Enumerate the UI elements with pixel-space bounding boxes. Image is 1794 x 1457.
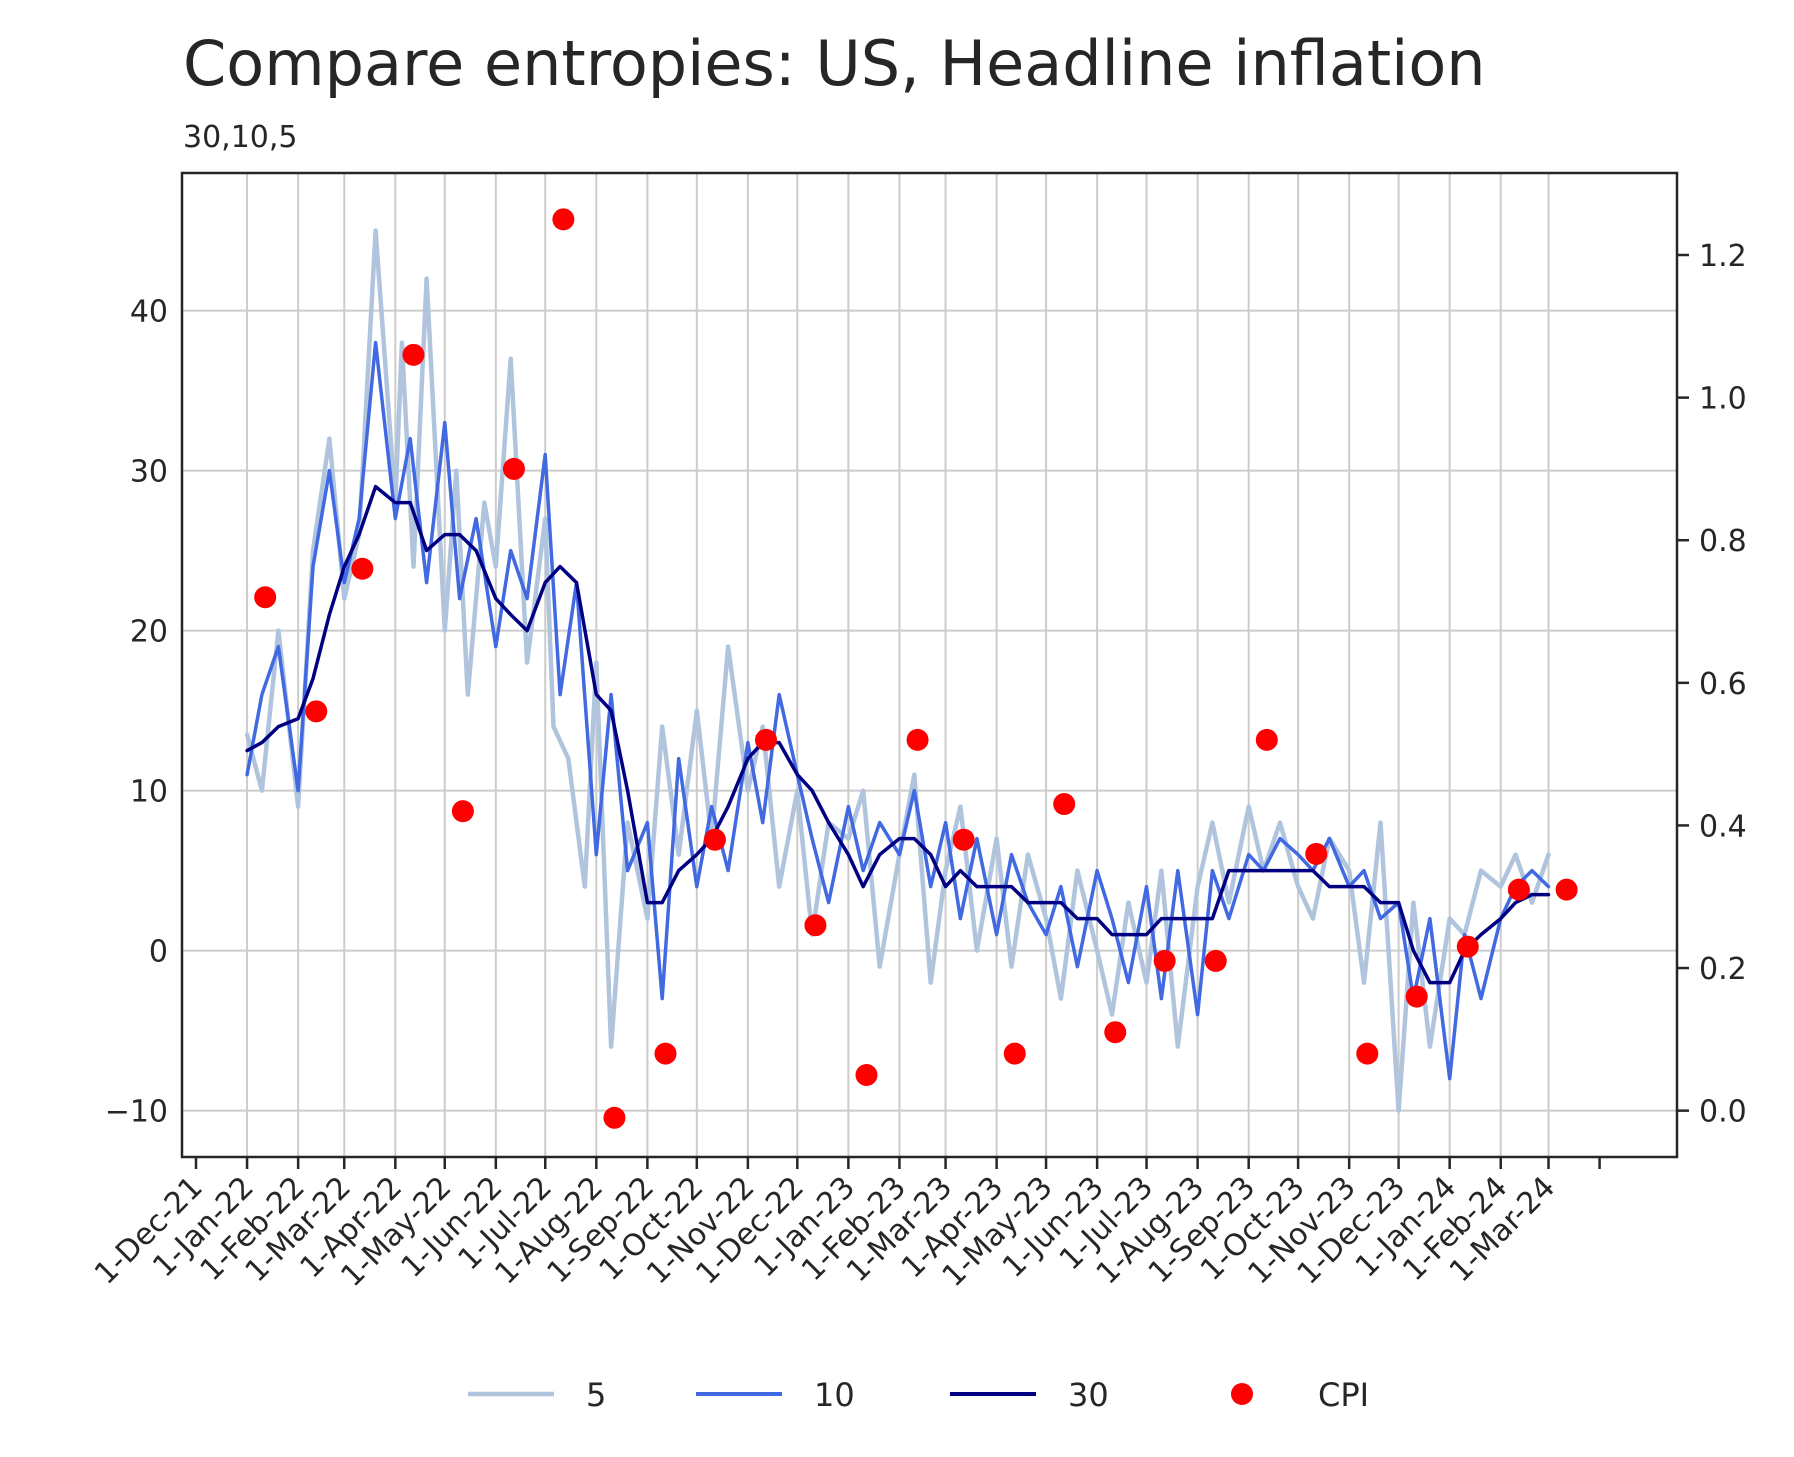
y-left-tick-label: 10	[130, 775, 168, 810]
legend-label: 30	[1068, 1376, 1109, 1414]
grid-lines	[182, 173, 1677, 1157]
cpi-point	[1053, 793, 1076, 816]
cpi-point	[552, 208, 575, 231]
y-right-tick-label: 0.0	[1699, 1095, 1747, 1130]
plot-frame	[180, 171, 1679, 1159]
y-left-tick-label: 0	[149, 935, 168, 970]
right-y-axis: 0.0 0.2 0.4 0.6 0.8 1.0 1.2	[1677, 239, 1747, 1130]
cpi-point	[1305, 842, 1328, 865]
cpi-point	[754, 728, 777, 751]
cpi-point	[1405, 985, 1428, 1008]
y-right-tick-label: 1.2	[1699, 239, 1747, 274]
y-left-tick-label: 30	[130, 455, 168, 490]
cpi-point	[402, 343, 425, 366]
cpi-points	[254, 208, 1578, 1129]
cpi-point	[1507, 878, 1530, 901]
legend-swatch	[1231, 1383, 1253, 1405]
series-line-30	[245, 484, 1551, 985]
left-y-axis: −10 0 10 20 30 40	[105, 295, 168, 1130]
y-right-tick-label: 0.6	[1699, 667, 1747, 702]
cpi-point	[603, 1106, 626, 1129]
y-right-tick-label: 0.2	[1699, 952, 1747, 987]
chart-title: Compare entropies: US, Headline inflatio…	[183, 27, 1486, 100]
cpi-point	[451, 800, 474, 823]
cpi-point	[1356, 1042, 1379, 1065]
y-right-tick-label: 1.0	[1699, 382, 1747, 417]
y-right-tick-label: 0.4	[1699, 809, 1747, 844]
cpi-point	[1003, 1042, 1026, 1065]
series-layer	[244, 228, 1551, 1113]
cpi-point	[1456, 935, 1479, 958]
cpi-point	[1204, 949, 1227, 972]
legend: 5 10 30 CPI	[468, 1376, 1369, 1414]
x-axis: 1-Dec-211-Jan-221-Feb-221-Mar-221-Apr-22…	[88, 1157, 1601, 1294]
cpi-point	[804, 914, 827, 937]
cpi-point	[254, 586, 277, 609]
series-line-10	[245, 340, 1551, 1081]
y-right-tick-label: 0.8	[1699, 524, 1747, 559]
cpi-point	[703, 828, 726, 851]
cpi-point	[855, 1064, 878, 1086]
cpi-point	[351, 557, 374, 580]
cpi-point	[305, 700, 328, 723]
cpi-point	[952, 828, 975, 851]
y-left-tick-label: −10	[105, 1095, 168, 1130]
chart-subtitle: 30,10,5	[183, 120, 298, 155]
cpi-point	[906, 728, 929, 751]
legend-label: 5	[586, 1376, 606, 1414]
y-left-tick-label: 40	[130, 295, 168, 330]
cpi-point	[1255, 728, 1278, 751]
cpi-point	[502, 457, 525, 480]
cpi-point	[1104, 1021, 1127, 1044]
cpi-point	[1555, 878, 1578, 901]
cpi-point	[654, 1042, 677, 1065]
legend-label: CPI	[1318, 1376, 1369, 1414]
legend-item-30: 30	[950, 1376, 1109, 1414]
legend-item-5: 5	[468, 1376, 606, 1414]
cpi-point	[1153, 949, 1176, 972]
legend-item-10: 10	[696, 1376, 855, 1414]
series-line-5	[244, 228, 1551, 1113]
legend-item-cpi: CPI	[1231, 1376, 1369, 1414]
legend-label: 10	[814, 1376, 855, 1414]
y-left-tick-label: 20	[130, 615, 168, 650]
